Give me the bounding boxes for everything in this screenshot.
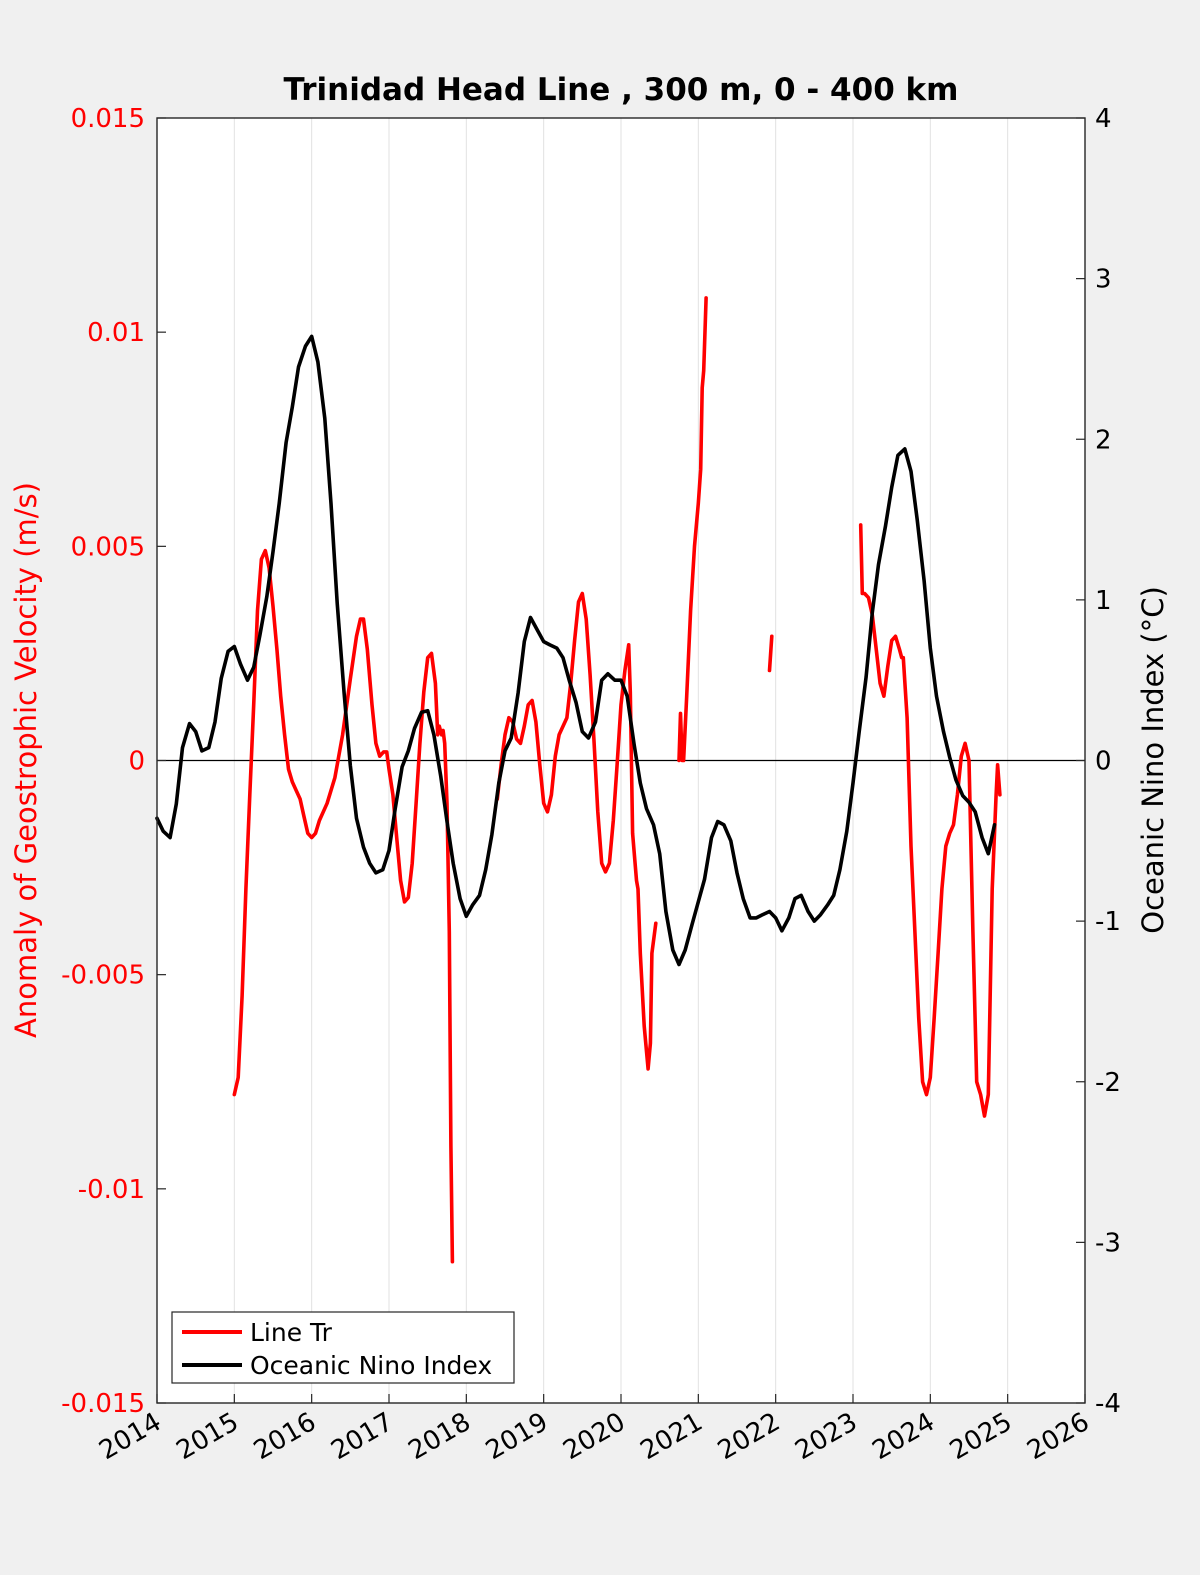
left-axis-label: Anomaly of Geostrophic Velocity (m/s) (9, 482, 43, 1038)
chart-title: Trinidad Head Line , 300 m, 0 - 400 km (284, 72, 959, 108)
y-right-tick-label: -2 (1095, 1068, 1121, 1098)
legend-box (171, 1311, 515, 1384)
series-line-line-tr (858, 523, 1002, 1118)
legend: Line Tr Oceanic Nino Index (171, 1311, 515, 1384)
y-right-tick-label: -1 (1095, 907, 1121, 937)
y-left-tick-label: 0.005 (71, 532, 145, 562)
series-line-line-tr (767, 634, 774, 673)
y-right-tick-label: 0 (1095, 747, 1112, 777)
y-right-tick-label: 3 (1095, 265, 1112, 295)
legend-label-oni: Oceanic Nino Index (250, 1351, 492, 1380)
legend-label-line-tr: Line Tr (250, 1318, 333, 1347)
y-right-tick-label: 1 (1095, 586, 1112, 616)
y-left-tick-label: -0.015 (61, 1389, 145, 1419)
y-left-tick-label: 0.015 (71, 104, 145, 134)
series-line-line-tr (677, 296, 708, 763)
y-right-tick-label: -3 (1095, 1228, 1121, 1258)
y-right-tick-label: 4 (1095, 104, 1112, 134)
series-line-oceanic-nino-index (155, 334, 997, 967)
right-axis-label: Oceanic Nino Index (°C) (1136, 586, 1170, 934)
y-right-tick-label: -4 (1095, 1389, 1121, 1419)
series-layer (155, 296, 1002, 1264)
y-left-tick-label: 0 (128, 747, 145, 777)
series-line-line-tr (232, 548, 455, 1264)
y-left-tick-label: 0.01 (87, 318, 145, 348)
y-right-tick-label: 2 (1095, 425, 1112, 455)
y-left-tick-label: -0.005 (61, 961, 145, 991)
y-left-tick-label: -0.01 (78, 1175, 145, 1205)
tick-marks (156, 117, 1086, 1404)
series-line-line-tr (495, 591, 658, 1071)
